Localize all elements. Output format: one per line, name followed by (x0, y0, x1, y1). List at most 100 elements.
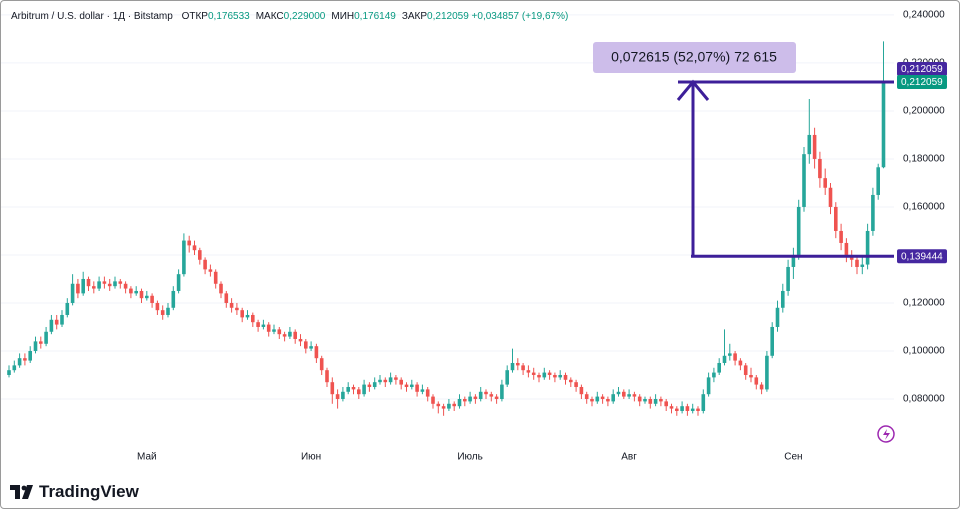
candle-body (516, 362, 520, 366)
candle-body (240, 310, 244, 318)
x-tick-label: Июн (301, 452, 321, 463)
candle-body (759, 384, 764, 390)
candle-body (653, 398, 658, 404)
candle-body (807, 134, 812, 155)
legend-header: Arbitrum / U.S. dollar · 1Д · Bitstamp О… (11, 11, 568, 22)
x-tick-label: Сен (784, 452, 802, 463)
candle-body (351, 386, 356, 390)
x-tick-label: Июль (457, 452, 483, 463)
candle-body (76, 283, 80, 294)
candle-body (452, 403, 456, 407)
candle-body (463, 398, 467, 402)
candle-body (765, 355, 769, 390)
candle-body (235, 307, 239, 311)
candle-body (600, 396, 605, 399)
candle-body (256, 322, 260, 327)
candle-body (298, 338, 303, 342)
candle-body (627, 394, 631, 397)
candle-body (33, 341, 38, 351)
candle-body (542, 372, 547, 378)
candle-body (208, 269, 213, 272)
candle-body (664, 401, 668, 407)
candle-body (611, 394, 615, 402)
candle-body (468, 396, 472, 402)
candle-body (531, 372, 536, 375)
candle-body (812, 134, 817, 159)
candle-body (12, 365, 17, 371)
candle-body (134, 290, 138, 294)
candle-body (595, 396, 600, 402)
candle-body (457, 398, 462, 407)
measure-label-box (593, 42, 796, 73)
candle-body (738, 360, 743, 366)
y-tick-label: 0,120000 (903, 298, 945, 309)
candle-body (425, 389, 430, 397)
candle-body (155, 302, 160, 311)
candle-body (70, 283, 75, 303)
candle-body (65, 302, 70, 315)
candle-body (685, 406, 690, 411)
alert-icon[interactable] (877, 425, 895, 443)
candle-body (394, 377, 398, 380)
candle-body (171, 290, 176, 308)
candle-body (865, 230, 870, 265)
candle-body (7, 370, 11, 375)
candle-body (622, 391, 626, 397)
candle-body (251, 314, 255, 323)
y-tick-label: 0,180000 (903, 154, 945, 165)
candle-body (590, 398, 594, 402)
candle-body (547, 372, 552, 375)
candle-body (680, 406, 684, 411)
candle-body (648, 398, 653, 404)
candle-body (229, 302, 234, 308)
logo-icon (10, 485, 33, 499)
candle-body (526, 370, 531, 373)
candle-body (118, 281, 123, 284)
candle-body (187, 240, 191, 246)
candle-body (362, 384, 366, 395)
measure-arrow-head (676, 79, 710, 101)
candle-body (828, 187, 833, 207)
candle-body (288, 331, 292, 337)
price-tag (897, 74, 947, 89)
candle-body (722, 355, 727, 363)
candle-body (213, 271, 218, 284)
candle-body (182, 240, 186, 275)
candle-body (325, 370, 329, 383)
candle-body (44, 331, 48, 344)
candle-body (553, 374, 557, 378)
candle-body (712, 372, 716, 378)
candle-body (871, 194, 875, 231)
candle-body (150, 295, 154, 303)
x-tick-label: Авг (621, 452, 637, 463)
price-tag (897, 61, 947, 76)
candle-body (558, 374, 562, 378)
candle-body (632, 394, 637, 397)
candle-body (643, 398, 647, 402)
candle-body (166, 307, 170, 315)
candle-body (510, 362, 515, 371)
ohlc-label: МАКС (255, 11, 284, 22)
candle-body (383, 379, 388, 383)
ohlc-value: 0,176149 (354, 11, 396, 22)
candle-body (60, 314, 64, 325)
candle-body (28, 350, 32, 361)
candle-body (282, 334, 287, 337)
candle-body (123, 283, 128, 289)
candle-body (23, 358, 27, 361)
candle-body (92, 286, 96, 289)
candle-body (420, 389, 425, 392)
branding[interactable]: TradingView (10, 482, 139, 502)
x-tick-label: Май (137, 452, 157, 463)
candle-body (335, 394, 340, 399)
candle-body (844, 242, 849, 255)
candle-body (563, 374, 568, 380)
y-tick-label: 0,080000 (903, 394, 945, 405)
candle-body (192, 245, 197, 251)
candle-body (357, 389, 361, 395)
candle-body (770, 326, 774, 356)
candle-body (224, 293, 229, 303)
candle-body (706, 377, 711, 395)
candle-body (378, 379, 382, 383)
